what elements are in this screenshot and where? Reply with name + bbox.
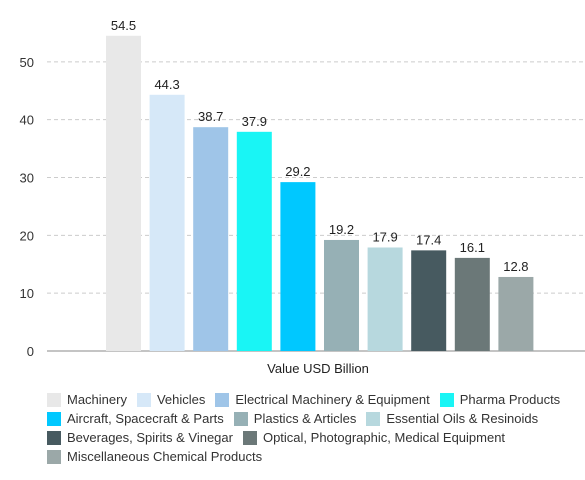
bar-10[interactable] xyxy=(498,276,534,351)
data-label: 16.1 xyxy=(460,240,485,255)
legend-swatch xyxy=(136,392,151,407)
y-tick-label: 40 xyxy=(20,113,34,128)
legend-item[interactable]: Plastics & Articles xyxy=(233,409,357,428)
bar-3[interactable] xyxy=(193,127,229,351)
y-axis: 0 10 20 30 40 50 xyxy=(20,55,34,359)
y-tick-label: 0 xyxy=(27,344,34,359)
y-tick-label: 30 xyxy=(20,171,34,186)
data-label: 37.9 xyxy=(242,114,267,129)
data-label: 19.2 xyxy=(329,222,354,237)
legend-label: Plastics & Articles xyxy=(253,411,357,426)
x-axis-label: Value USD Billion xyxy=(267,361,369,376)
legend-label: Miscellaneous Chemical Products xyxy=(67,449,263,464)
data-label: 12.8 xyxy=(503,259,528,274)
legend-swatch xyxy=(233,411,248,426)
legend: Machinery Vehicles Electrical Machinery & … xyxy=(47,390,577,466)
legend-item[interactable]: Vehicles xyxy=(136,390,206,409)
legend-label: Beverages, Spirits & Vinegar xyxy=(67,430,233,445)
gridlines xyxy=(47,61,585,352)
legend-swatch xyxy=(47,392,61,407)
data-label: 54.5 xyxy=(111,18,136,33)
data-label: 17.4 xyxy=(416,232,441,247)
bars xyxy=(106,35,534,351)
bar-1[interactable] xyxy=(106,35,141,351)
data-label: 17.9 xyxy=(372,229,397,244)
legend-swatch xyxy=(47,430,61,445)
legend-item[interactable]: Electrical Machinery & Equipment xyxy=(215,390,430,409)
bar-8[interactable] xyxy=(411,250,447,351)
legend-item[interactable]: Optical, Photographic, Medical Equipment xyxy=(242,428,506,447)
bar-2[interactable] xyxy=(149,94,185,351)
legend-label: Electrical Machinery & Equipment xyxy=(235,392,430,407)
legend-swatch xyxy=(47,411,61,426)
bar-9[interactable] xyxy=(454,257,490,351)
legend-swatch xyxy=(215,392,230,407)
bar-6[interactable] xyxy=(324,239,359,351)
y-tick-label: 50 xyxy=(20,55,34,70)
data-label: 29.2 xyxy=(285,164,310,179)
legend-label: Aircraft, Spacecraft & Parts xyxy=(67,411,224,426)
bar-4[interactable] xyxy=(236,131,272,351)
data-labels: 54.5 44.3 38.7 37.9 29.2 19.2 17.9 17.4 16.1 12.8 xyxy=(111,18,529,274)
legend-item[interactable]: Machinery xyxy=(47,390,127,409)
legend-label: Vehicles xyxy=(156,392,206,407)
legend-item[interactable]: Miscellaneous Chemical Products xyxy=(47,447,262,466)
legend-item[interactable]: Essential Oils & Resinoids xyxy=(366,409,538,428)
y-tick-label: 20 xyxy=(20,228,34,243)
legend-swatch xyxy=(242,430,257,445)
bar-5[interactable] xyxy=(280,182,316,351)
legend-label: Pharma Products xyxy=(459,392,561,407)
legend-label: Essential Oils & Resinoids xyxy=(386,411,539,426)
data-label: 44.3 xyxy=(154,77,179,92)
legend-item[interactable]: Aircraft, Spacecraft & Parts xyxy=(47,409,224,428)
data-label: 38.7 xyxy=(198,109,223,124)
bar-7[interactable] xyxy=(367,247,403,351)
y-tick-label: 10 xyxy=(20,286,34,301)
legend-swatch xyxy=(366,411,381,426)
legend-item[interactable]: Beverages, Spirits & Vinegar xyxy=(47,428,233,447)
legend-swatch xyxy=(47,449,61,464)
legend-item[interactable]: Pharma Products xyxy=(439,390,561,409)
legend-swatch xyxy=(439,392,454,407)
legend-label: Machinery xyxy=(67,392,127,407)
legend-label: Optical, Photographic, Medical Equipment xyxy=(262,430,506,445)
bar-chart: 0 10 20 30 40 50 54.5 44.3 38.7 37.9 29.2 19.2 17.9… xyxy=(20,18,585,376)
